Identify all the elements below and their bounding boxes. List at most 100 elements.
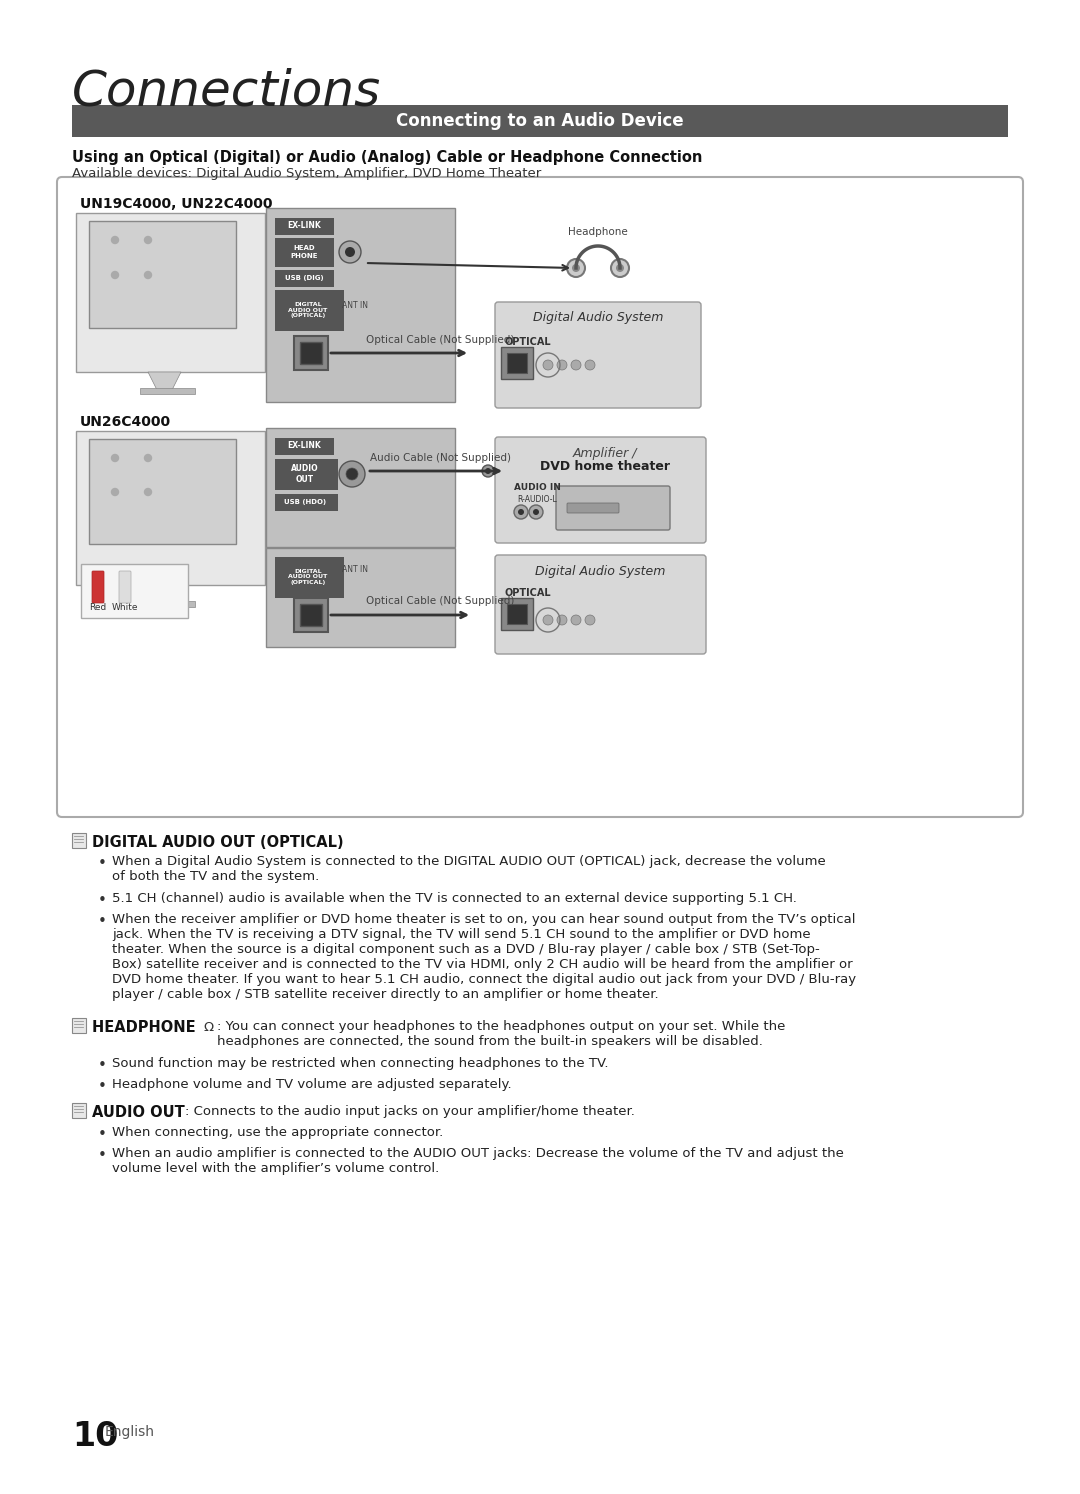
Text: When an audio amplifier is connected to the AUDIO OUT jacks: Decrease the volume: When an audio amplifier is connected to … (112, 1147, 843, 1174)
Text: OPTICAL: OPTICAL (504, 338, 551, 347)
FancyBboxPatch shape (89, 221, 237, 329)
Circle shape (514, 505, 528, 518)
FancyBboxPatch shape (274, 269, 334, 287)
Text: DIGITAL AUDIO OUT (OPTICAL): DIGITAL AUDIO OUT (OPTICAL) (92, 835, 343, 850)
Circle shape (497, 468, 503, 474)
Text: Headphone volume and TV volume are adjusted separately.: Headphone volume and TV volume are adjus… (112, 1079, 512, 1091)
FancyBboxPatch shape (57, 176, 1023, 817)
Text: AUDIO IN: AUDIO IN (514, 483, 561, 492)
Circle shape (567, 258, 585, 276)
Text: AUDIO
OUT: AUDIO OUT (292, 465, 319, 484)
Text: When connecting, use the appropriate connector.: When connecting, use the appropriate con… (112, 1126, 443, 1138)
Text: Connections: Connections (72, 69, 381, 117)
Text: Connecting to an Audio Device: Connecting to an Audio Device (396, 112, 684, 130)
FancyBboxPatch shape (495, 438, 706, 542)
Text: DIGITAL
AUDIO OUT
(OPTICAL): DIGITAL AUDIO OUT (OPTICAL) (288, 569, 327, 586)
Text: 10: 10 (72, 1419, 119, 1454)
FancyBboxPatch shape (266, 208, 455, 402)
Circle shape (145, 489, 151, 496)
Text: Amplifier /: Amplifier / (572, 447, 637, 460)
FancyBboxPatch shape (72, 105, 1008, 137)
FancyBboxPatch shape (274, 238, 334, 266)
Circle shape (485, 468, 491, 474)
FancyBboxPatch shape (507, 604, 527, 624)
Circle shape (529, 505, 543, 518)
Text: •: • (98, 1126, 107, 1141)
Text: Available devices: Digital Audio System, Amplifier, DVD Home Theater: Available devices: Digital Audio System,… (72, 167, 541, 179)
Text: Ω: Ω (204, 1020, 214, 1034)
Circle shape (145, 236, 151, 244)
FancyBboxPatch shape (274, 218, 334, 235)
Text: UN26C4000: UN26C4000 (80, 415, 171, 429)
Polygon shape (148, 586, 181, 604)
Circle shape (557, 616, 567, 624)
FancyBboxPatch shape (274, 493, 337, 511)
Circle shape (111, 454, 119, 462)
Circle shape (543, 360, 553, 371)
Bar (140, 601, 195, 607)
Text: White: White (111, 604, 138, 613)
Text: USB (HDO): USB (HDO) (284, 499, 326, 505)
Text: Using an Optical (Digital) or Audio (Analog) Cable or Headphone Connection: Using an Optical (Digital) or Audio (Ana… (72, 149, 702, 164)
Text: EX-LINK: EX-LINK (287, 442, 321, 451)
Text: English: English (105, 1425, 156, 1439)
Circle shape (616, 264, 624, 272)
FancyBboxPatch shape (495, 302, 701, 408)
Text: Audio Cable (Not Supplied): Audio Cable (Not Supplied) (369, 453, 511, 463)
Text: UN19C4000, UN22C4000: UN19C4000, UN22C4000 (80, 197, 272, 211)
Text: Headphone: Headphone (568, 227, 627, 238)
Text: : You can connect your headphones to the headphones output on your set. While th: : You can connect your headphones to the… (217, 1020, 785, 1047)
Text: HEAD
PHONE: HEAD PHONE (291, 245, 318, 258)
FancyBboxPatch shape (81, 565, 188, 619)
Text: When the receiver amplifier or DVD home theater is set to on, you can hear sound: When the receiver amplifier or DVD home … (112, 913, 856, 1001)
Text: ANT IN: ANT IN (342, 566, 368, 575)
Circle shape (346, 468, 357, 480)
Text: : Connects to the audio input jacks on your amplifier/home theater.: : Connects to the audio input jacks on y… (185, 1106, 635, 1118)
Circle shape (585, 360, 595, 371)
FancyBboxPatch shape (294, 336, 328, 371)
Text: Optical Cable (Not Supplied): Optical Cable (Not Supplied) (366, 335, 514, 345)
Circle shape (111, 236, 119, 244)
Text: When a Digital Audio System is connected to the DIGITAL AUDIO OUT (OPTICAL) jack: When a Digital Audio System is connected… (112, 855, 826, 883)
Circle shape (571, 616, 581, 624)
FancyBboxPatch shape (294, 598, 328, 632)
FancyBboxPatch shape (495, 554, 706, 654)
FancyBboxPatch shape (556, 486, 670, 530)
Circle shape (543, 616, 553, 624)
FancyBboxPatch shape (119, 571, 131, 604)
FancyBboxPatch shape (300, 604, 322, 626)
FancyBboxPatch shape (266, 548, 455, 647)
Text: AUDIO OUT: AUDIO OUT (92, 1106, 185, 1120)
Circle shape (611, 258, 629, 276)
FancyBboxPatch shape (71, 832, 85, 847)
Polygon shape (148, 372, 181, 390)
Circle shape (145, 272, 151, 278)
FancyBboxPatch shape (274, 459, 337, 490)
FancyBboxPatch shape (567, 503, 619, 512)
Circle shape (571, 360, 581, 371)
Bar (140, 388, 195, 394)
Text: Optical Cable (Not Supplied): Optical Cable (Not Supplied) (366, 596, 514, 607)
Text: •: • (98, 1058, 107, 1073)
Text: ANT IN: ANT IN (342, 300, 368, 309)
FancyBboxPatch shape (76, 430, 265, 586)
FancyBboxPatch shape (300, 342, 322, 365)
FancyBboxPatch shape (274, 556, 343, 598)
Circle shape (585, 616, 595, 624)
FancyBboxPatch shape (89, 439, 237, 544)
Text: OPTICAL: OPTICAL (504, 589, 551, 598)
FancyBboxPatch shape (507, 353, 527, 374)
FancyBboxPatch shape (71, 1103, 85, 1118)
Circle shape (345, 247, 355, 257)
Text: Digital Audio System: Digital Audio System (532, 312, 663, 324)
Text: •: • (98, 1079, 107, 1094)
FancyBboxPatch shape (266, 427, 455, 547)
Text: •: • (98, 893, 107, 908)
Text: DIGITAL
AUDIO OUT
(OPTICAL): DIGITAL AUDIO OUT (OPTICAL) (288, 302, 327, 318)
Text: •: • (98, 856, 107, 871)
Circle shape (145, 454, 151, 462)
FancyBboxPatch shape (274, 290, 343, 330)
FancyBboxPatch shape (92, 571, 104, 604)
Text: •: • (98, 914, 107, 929)
Text: Red: Red (90, 604, 107, 613)
